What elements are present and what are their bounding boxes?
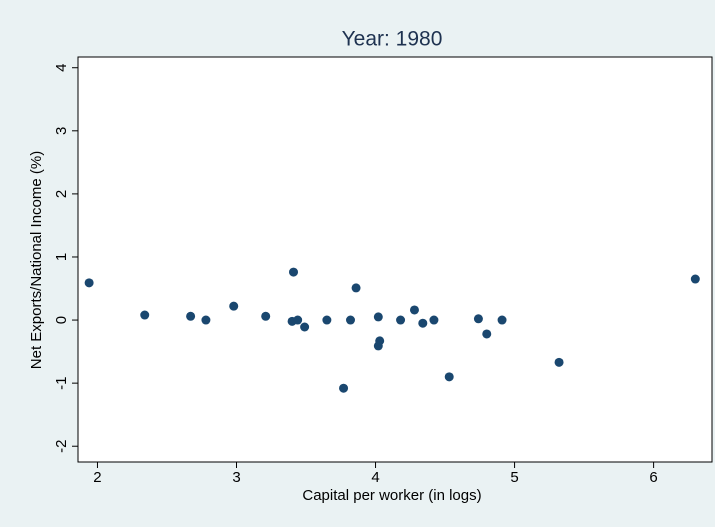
point <box>322 315 332 325</box>
point <box>261 311 271 321</box>
point <box>289 267 299 277</box>
x-axis-label: Capital per worker (in logs) <box>302 487 481 504</box>
point <box>84 278 94 288</box>
point <box>339 383 349 393</box>
point <box>554 357 564 367</box>
point <box>429 315 439 325</box>
x-tick-label: 2 <box>93 469 101 486</box>
point <box>140 310 150 320</box>
point <box>373 312 383 322</box>
point <box>482 329 492 339</box>
point <box>346 315 356 325</box>
point <box>201 315 211 325</box>
y-tick-label: 0 <box>53 316 70 324</box>
point <box>293 315 303 325</box>
y-tick-label: 1 <box>53 253 70 261</box>
y-tick-label: 2 <box>53 190 70 198</box>
point <box>351 283 361 293</box>
x-tick-label: 6 <box>649 469 657 486</box>
point <box>409 305 419 315</box>
point <box>473 314 483 324</box>
y-axis-label: Net Exports/National Income (%) <box>28 151 45 369</box>
point <box>444 372 454 382</box>
y-tick-label: 3 <box>53 127 70 135</box>
chart-title: Year: 1980 <box>342 28 443 51</box>
y-tick-label: -1 <box>53 376 70 389</box>
point <box>396 315 406 325</box>
point <box>373 341 383 351</box>
y-tick-label: 4 <box>53 64 70 72</box>
x-tick-label: 4 <box>371 469 379 486</box>
point <box>300 322 310 332</box>
point <box>497 315 507 325</box>
point <box>186 311 196 321</box>
x-tick-label: 5 <box>510 469 518 486</box>
y-tick-label: -2 <box>53 440 70 453</box>
plot-area <box>77 56 713 463</box>
point <box>418 318 428 328</box>
point <box>690 274 700 284</box>
point <box>229 301 239 311</box>
x-tick-label: 3 <box>232 469 240 486</box>
